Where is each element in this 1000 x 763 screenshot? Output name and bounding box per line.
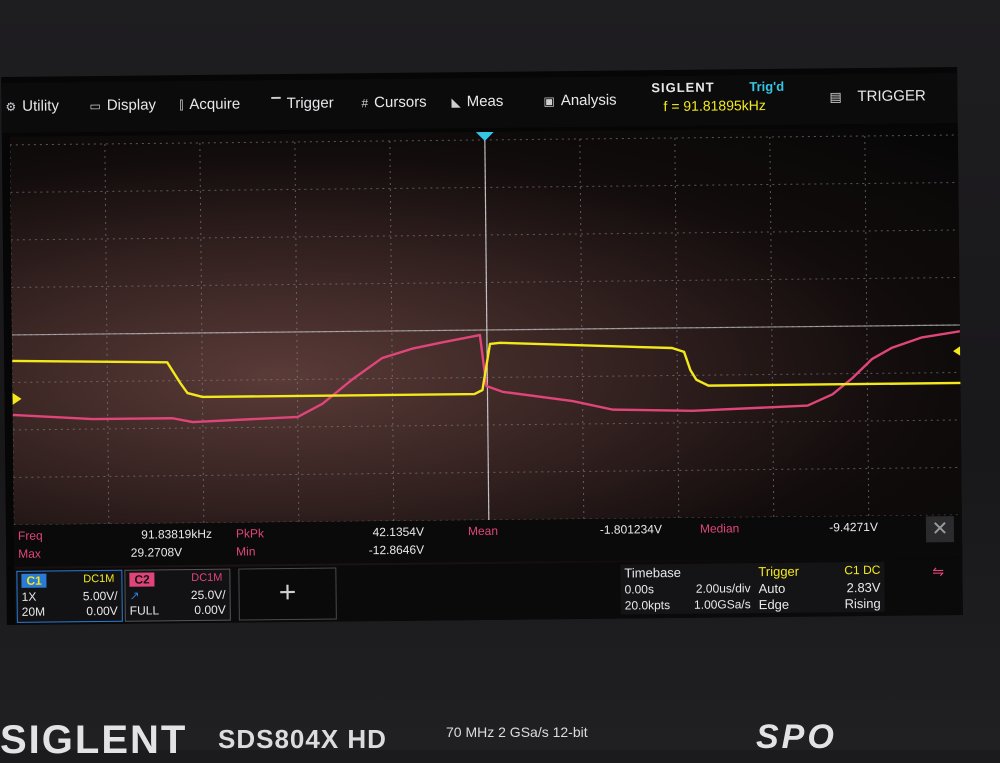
menu-trigger-label: Trigger xyxy=(286,94,334,113)
channel-1-offset: 0.00V xyxy=(86,603,118,619)
trigger-level: 2.83V xyxy=(846,579,881,596)
channel-2-scale: 25.0V/ xyxy=(190,587,226,603)
add-channel-button[interactable]: + xyxy=(238,567,337,621)
channel-1-tag: C1 xyxy=(21,573,47,588)
trigger-box[interactable]: Trigger C1 DC Auto 2.83V Edge Rising xyxy=(754,561,885,614)
channel-1-trace xyxy=(12,341,963,399)
trigger-type: Edge xyxy=(758,596,790,613)
close-icon[interactable]: ✕ xyxy=(925,516,955,543)
menu-cursors-label: Cursors xyxy=(374,93,427,112)
display-icon: ▭ xyxy=(89,98,101,114)
meas-value-freq: 91.83819kHz xyxy=(141,526,213,542)
analysis-icon: ▣ xyxy=(543,94,555,109)
meas-value-min: -12.8646V xyxy=(368,542,425,558)
meas-value-pkpk: 42.1354V xyxy=(372,524,425,540)
channel-1-box[interactable]: C1 DC1M 1X 5.00V/ 20M 0.00V xyxy=(16,569,123,623)
trigger-level-marker xyxy=(953,344,963,357)
menu-display-label: Display xyxy=(106,96,157,114)
channel-2-offset: 0.00V xyxy=(194,602,226,618)
timebase-delay: 0.00s xyxy=(624,582,654,597)
frequency-readout: f = 91.81895kHz xyxy=(663,97,766,115)
meas-label-min: Min xyxy=(236,544,256,559)
trigger-status: Trig'd xyxy=(749,78,785,95)
menu-acquire[interactable]: ⫿ Acquire xyxy=(179,93,240,118)
meas-label-pkpk: PkPk xyxy=(235,526,265,541)
trigger-slope: Rising xyxy=(844,595,881,612)
oscilloscope-screen: ⚙ Utility ▭ Display ⫿ Acquire ▔ Trigger # Cur… xyxy=(1,67,963,625)
trigger-title: Trigger xyxy=(758,563,800,580)
menu-meas-label: Meas xyxy=(466,92,504,111)
channel-2-box[interactable]: C2 DC1M ↗ 25.0V/ FULL 0.00V xyxy=(124,568,231,622)
status-bar: C1 DC1M 1X 5.00V/ 20M 0.00V C2 DC1M ↗ 25… xyxy=(14,558,963,625)
meas-label-mean: Mean xyxy=(467,523,499,539)
timebase-memory: 20.0kpts xyxy=(624,598,671,613)
channel-2-bandwidth: FULL xyxy=(129,603,160,618)
channel-1-probe: 1X xyxy=(21,589,37,604)
channel-1-ground-marker xyxy=(12,392,22,405)
waveform-display[interactable] xyxy=(9,126,963,577)
menu-analysis-label: Analysis xyxy=(560,91,617,110)
usb-icon[interactable]: ⇋ xyxy=(932,563,945,580)
timebase-rate: 1.00GSa/s xyxy=(693,597,751,612)
menu-bar: ⚙ Utility ▭ Display ⫿ Acquire ▔ Trigger # Cur… xyxy=(1,73,958,134)
meas-icon: ◣ xyxy=(451,95,461,110)
probe-icon: ↗ xyxy=(129,588,140,603)
meas-value-max: 29.2708V xyxy=(130,545,183,560)
meas-label-max: Max xyxy=(18,546,41,561)
center-hline xyxy=(11,324,962,336)
meas-value-mean: -1.801234V xyxy=(599,522,663,537)
trigger-panel-button[interactable]: TRIGGER xyxy=(857,87,926,106)
brand-logo: SIGLENT xyxy=(0,718,188,762)
channel-2-tag: C2 xyxy=(129,572,155,587)
trigger-source: C1 DC xyxy=(844,562,881,578)
timebase-title: Timebase xyxy=(624,564,682,581)
spo-logo: SPO xyxy=(756,718,837,756)
menu-acquire-label: Acquire xyxy=(189,95,241,114)
menu-cursors[interactable]: # Cursors xyxy=(361,91,426,116)
menu-analysis[interactable]: ▣ Analysis xyxy=(543,89,616,114)
trigger-icon: ▔ xyxy=(271,97,281,112)
brand-label: SIGLENT xyxy=(651,79,715,96)
gear-icon: ⚙ xyxy=(5,99,17,114)
channel-1-coupling: DC1M xyxy=(83,572,115,586)
menu-utility[interactable]: ⚙ Utility xyxy=(5,94,59,119)
acquire-icon: ⫿ xyxy=(179,98,184,113)
waveform-graph xyxy=(9,131,963,526)
menu-utility-label: Utility xyxy=(22,97,59,115)
cursors-icon: # xyxy=(361,96,369,111)
trigger-mode: Auto xyxy=(758,580,786,597)
timebase-box[interactable]: Timebase 0.00s 2.00us/div 20.0kpts 1.00G… xyxy=(620,563,755,615)
channel-2-trace xyxy=(12,329,963,424)
meas-value-median: -9.4271V xyxy=(829,519,878,535)
spec-label: 70 MHz 2 GSa/s 12-bit xyxy=(446,724,588,740)
doc-icon[interactable]: ▤ xyxy=(829,89,842,105)
trigger-position-marker xyxy=(475,131,494,141)
meas-label-freq: Freq xyxy=(17,528,43,543)
menu-meas[interactable]: ◣ Meas xyxy=(451,90,503,115)
menu-display[interactable]: ▭ Display xyxy=(89,93,156,118)
model-label: SDS804X HD xyxy=(218,724,387,754)
channel-1-bandwidth: 20M xyxy=(21,604,46,619)
channel-2-coupling: DC1M xyxy=(191,571,223,585)
menu-trigger[interactable]: ▔ Trigger xyxy=(271,92,333,117)
channel-1-scale: 5.00V/ xyxy=(82,588,118,604)
timebase-scale: 2.00us/div xyxy=(695,581,751,596)
meas-label-median: Median xyxy=(699,521,740,536)
